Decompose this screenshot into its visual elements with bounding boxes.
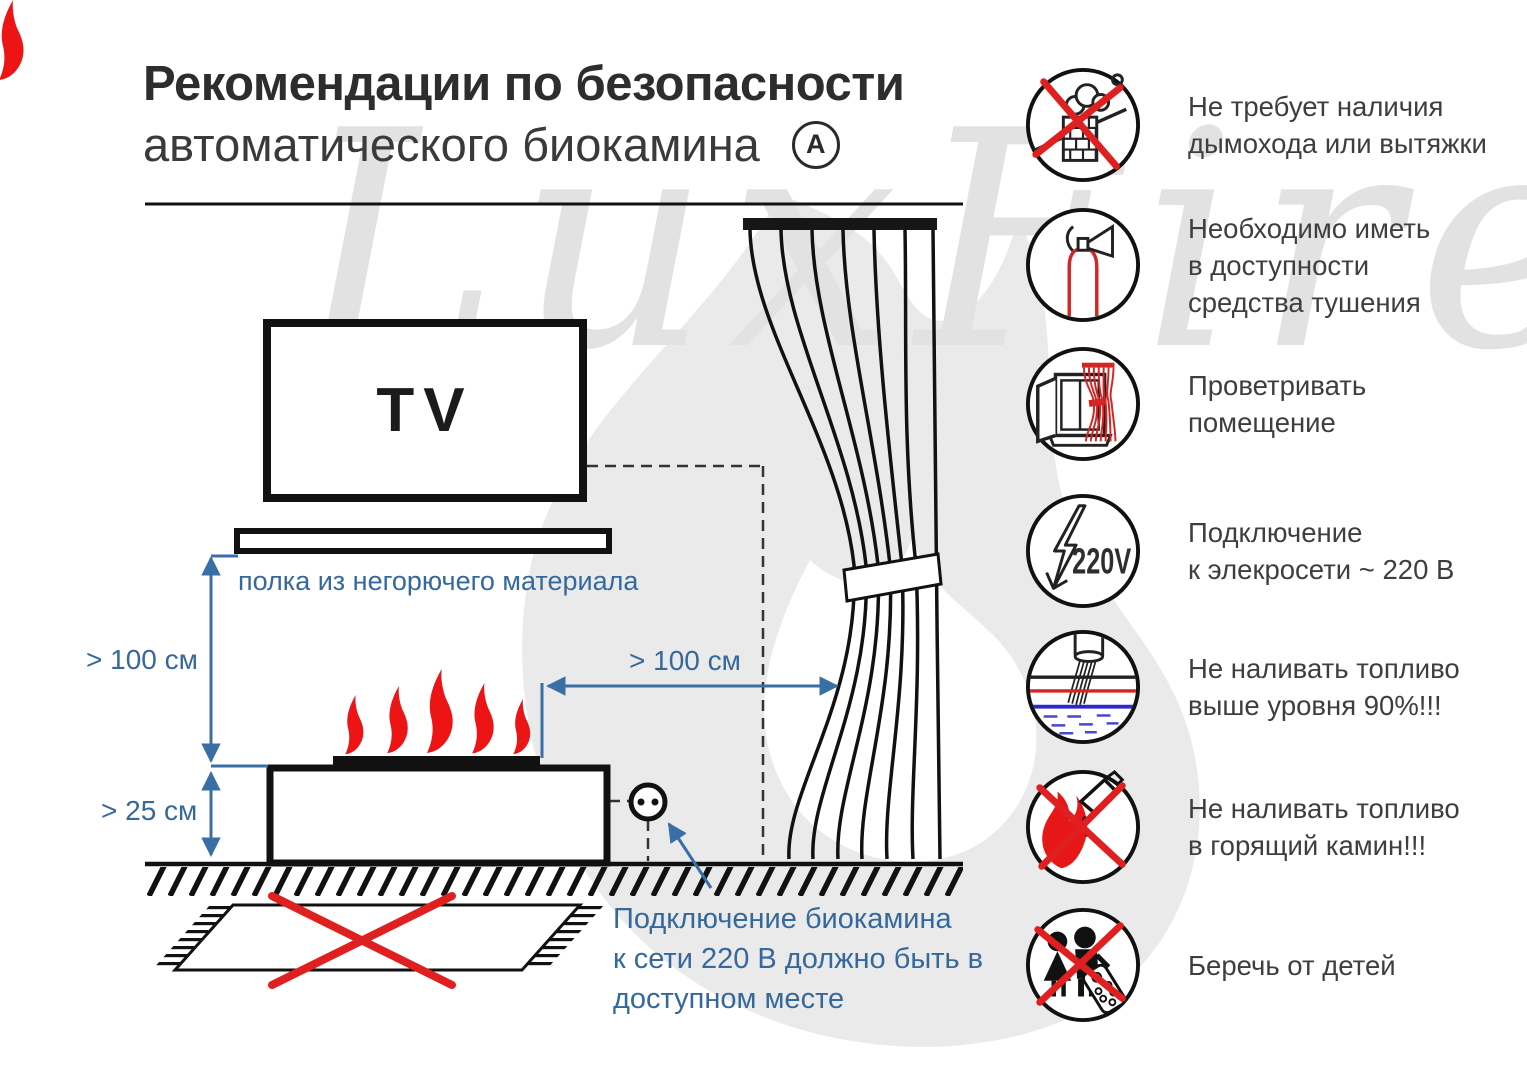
safety-item-line: выше уровня 90%!!! (1188, 690, 1442, 721)
dimension-fire-to-floor: > 25 см (101, 795, 198, 826)
socket-note-line: Подключение биокамина (613, 903, 952, 935)
safety-item-line: Необходимо иметь (1188, 212, 1431, 244)
burner-strip (333, 756, 540, 765)
safety-item-row: Проветривать помещение (1024, 345, 1366, 463)
no-refill-burning-icon (1025, 769, 1141, 885)
power-220v-label: 220V (1072, 541, 1132, 582)
safety-item-text: Не требует наличия дымохода или вытяжки (1188, 88, 1487, 162)
safety-item-line: в горящий камин!!! (1188, 830, 1427, 861)
fireplace-body (266, 764, 611, 867)
dimension-shelf-to-fire: > 100 см (86, 644, 198, 675)
tv-box (263, 319, 587, 502)
power-220v-icon: 220V (1025, 493, 1141, 609)
page-subtitle: автоматического биокамина A (143, 117, 840, 172)
safety-item-line: к элекросети ~ 220 В (1188, 554, 1455, 585)
safety-item-line: в доступности (1188, 249, 1370, 281)
safety-item-line: Не требует наличия (1188, 91, 1444, 122)
fuel-level-icon (1025, 629, 1141, 745)
page-subtitle-text: автоматического биокамина (143, 118, 760, 171)
curtain (743, 218, 943, 860)
safety-item-text: Не наливать топливо выше уровня 90%!!! (1188, 650, 1460, 724)
safety-item-text: Подключение к элекросети ~ 220 В (1188, 514, 1454, 588)
safety-item-row: Беречь от детей (1024, 906, 1396, 1024)
socket-note-line: доступном месте (613, 983, 845, 1015)
safety-item-line: помещение (1188, 407, 1336, 438)
dimension-lines (201, 554, 839, 889)
carpet (152, 903, 604, 972)
wall-socket-icon (628, 782, 668, 822)
floor-hatching (147, 867, 963, 896)
socket-note: Подключение биокамина к сети 220 В должн… (613, 899, 983, 1019)
flames (0, 0, 531, 755)
safety-item-row: Не наливать топливо выше уровня 90%!!! (1024, 628, 1460, 746)
safety-item-line: Беречь от детей (1188, 949, 1396, 981)
safety-item-text: Не наливать топливо в горящий камин!!! (1188, 790, 1460, 864)
safety-item-text: Проветривать помещение (1188, 367, 1366, 441)
safety-item-line: Не наливать топливо (1188, 793, 1460, 824)
ventilation-window-icon (1025, 346, 1141, 462)
safety-item-line: Не наливать топливо (1188, 653, 1460, 684)
safety-item-line: Проветривать (1188, 370, 1367, 401)
dimension-fire-to-curtain: > 100 см (629, 645, 741, 676)
safety-item-row: Необходимо иметь в доступности средства … (1024, 206, 1430, 324)
safety-item-row: Не наливать топливо в горящий камин!!! (1024, 768, 1460, 886)
safety-item-text: Беречь от детей (1188, 947, 1396, 984)
auto-mode-badge: A (791, 120, 840, 169)
shelf-label: полка из негорючего материала (238, 566, 639, 596)
socket-note-line: к сети 220 В должно быть в (613, 943, 984, 975)
safety-item-text: Необходимо иметь в доступности средства … (1188, 210, 1430, 321)
safety-item-line: средства тушения (1188, 286, 1421, 318)
carpet-prohibited-cross (268, 892, 456, 989)
shelf (234, 528, 612, 554)
page-title: Рекомендации по безопасности (143, 57, 905, 111)
tv-label: TV (376, 376, 474, 445)
no-chimney-icon (1025, 67, 1141, 183)
keep-from-children-icon (1025, 907, 1141, 1023)
safety-item-line: Подключение (1188, 517, 1363, 548)
safety-item-row: 220V Подключение к элекросети ~ 220 В (1024, 492, 1454, 610)
fire-extinguisher-icon (1025, 207, 1141, 323)
safety-item-row: Не требует наличия дымохода или вытяжки (1024, 66, 1487, 184)
safety-item-line: дымохода или вытяжки (1188, 128, 1487, 159)
